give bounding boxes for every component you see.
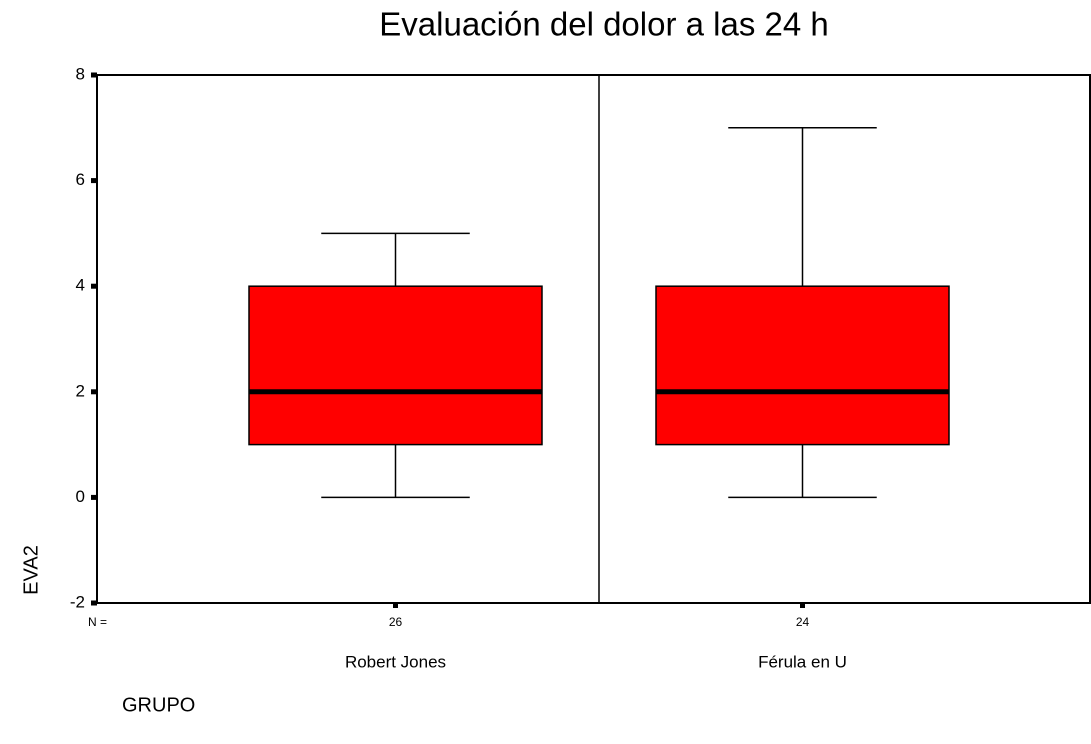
x-tick-label: Robert Jones <box>345 652 446 671</box>
plot-frame <box>96 74 1091 604</box>
x-tick-label: Férula en U <box>758 652 847 671</box>
y-tick <box>91 283 97 289</box>
y-tick <box>91 494 97 500</box>
x-tick <box>393 603 398 608</box>
y-tick <box>91 72 97 78</box>
y-tick-label: 0 <box>76 487 85 506</box>
n-label: N = <box>88 615 107 629</box>
x-tick <box>800 603 805 608</box>
y-tick-label: 4 <box>76 276 85 295</box>
y-tick-label: 2 <box>76 381 85 400</box>
y-tick <box>91 178 97 184</box>
y-tick-label: -2 <box>70 592 85 611</box>
y-tick <box>91 600 97 606</box>
y-tick <box>91 389 97 395</box>
n-value: 24 <box>796 615 810 629</box>
y-axis-label: EVA2 <box>20 545 42 595</box>
box <box>655 285 950 446</box>
y-tick-label: 6 <box>76 170 85 189</box>
box <box>248 285 543 446</box>
x-axis-label: GRUPO <box>122 694 195 716</box>
y-tick-label: 8 <box>76 64 85 83</box>
chart-title: Evaluación del dolor a las 24 h <box>379 6 828 43</box>
n-value: 26 <box>389 615 403 629</box>
